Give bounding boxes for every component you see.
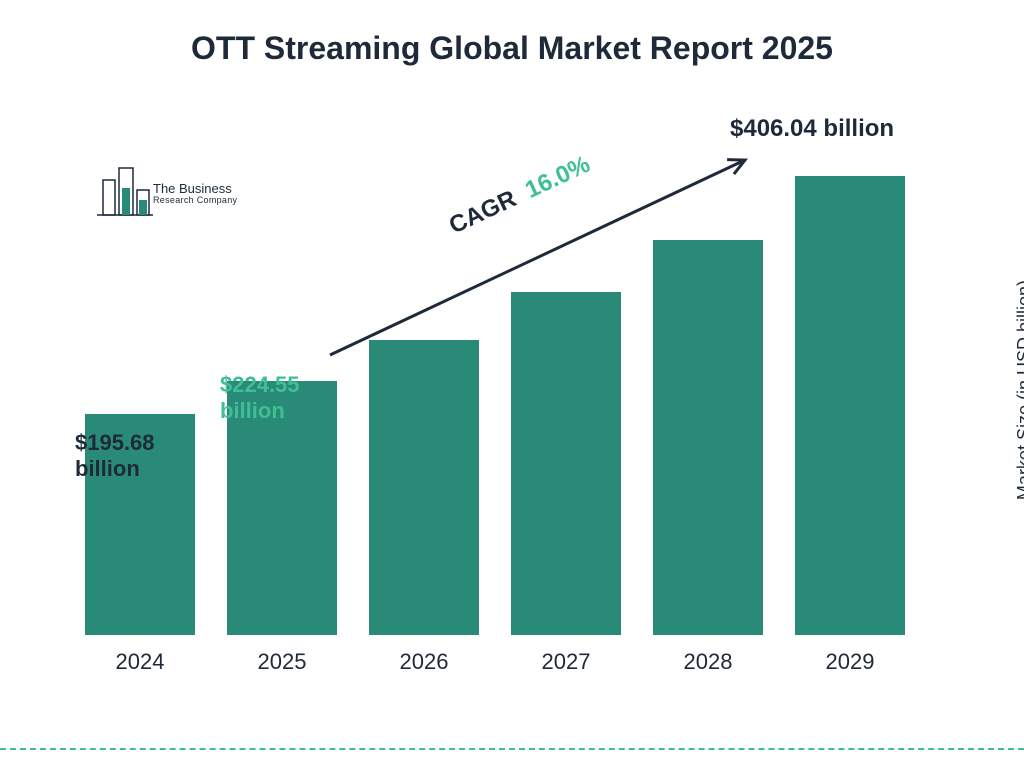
bar-2027 — [511, 292, 621, 635]
xlabel-2026: 2026 — [369, 649, 479, 675]
chart-title: OTT Streaming Global Market Report 2025 — [0, 30, 1024, 67]
xlabel-2027: 2027 — [511, 649, 621, 675]
bar-2029 — [795, 176, 905, 635]
value-label-0: $195.68billion — [75, 430, 155, 483]
xlabel-2029: 2029 — [795, 649, 905, 675]
chart-area: 2024 2025 2026 2027 2028 2029 — [85, 140, 935, 680]
xlabel-2024: 2024 — [85, 649, 195, 675]
bottom-dashed-rule — [0, 748, 1024, 750]
y-axis-label: Market Size (in USD billion) — [1014, 280, 1024, 500]
bar-2026 — [369, 340, 479, 635]
xlabel-2025: 2025 — [227, 649, 337, 675]
value-label-1: $224.55billion — [220, 372, 300, 425]
value-label-2: $406.04 billion — [730, 115, 894, 144]
page-root: OTT Streaming Global Market Report 2025 … — [0, 0, 1024, 768]
xlabel-2028: 2028 — [653, 649, 763, 675]
bar-2028 — [653, 240, 763, 636]
